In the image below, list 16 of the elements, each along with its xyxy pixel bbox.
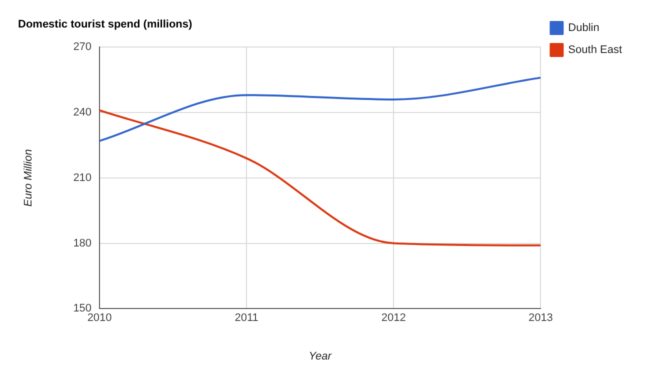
y-tick-label: 180: [73, 237, 92, 250]
line-series: [100, 109, 541, 246]
x-tick-label: 2011: [234, 312, 258, 324]
x-tick-label: 2010: [87, 312, 112, 324]
legend-label: South East: [568, 44, 622, 56]
y-tick-label: 270: [73, 41, 92, 54]
x-tick-label: 2012: [381, 312, 406, 324]
y-tick-label: 240: [73, 106, 92, 119]
line-series: [100, 76, 541, 142]
x-axis-title: Year: [308, 350, 333, 362]
y-tick-label: 210: [73, 172, 92, 184]
x-tick-label: 2013: [528, 312, 553, 324]
y-axis-title: Euro Million: [22, 149, 35, 207]
legend-label: Dublin: [568, 22, 600, 34]
y-tick-label: 150: [73, 302, 92, 315]
chart-title: Domestic tourist spend (millions): [18, 18, 193, 31]
